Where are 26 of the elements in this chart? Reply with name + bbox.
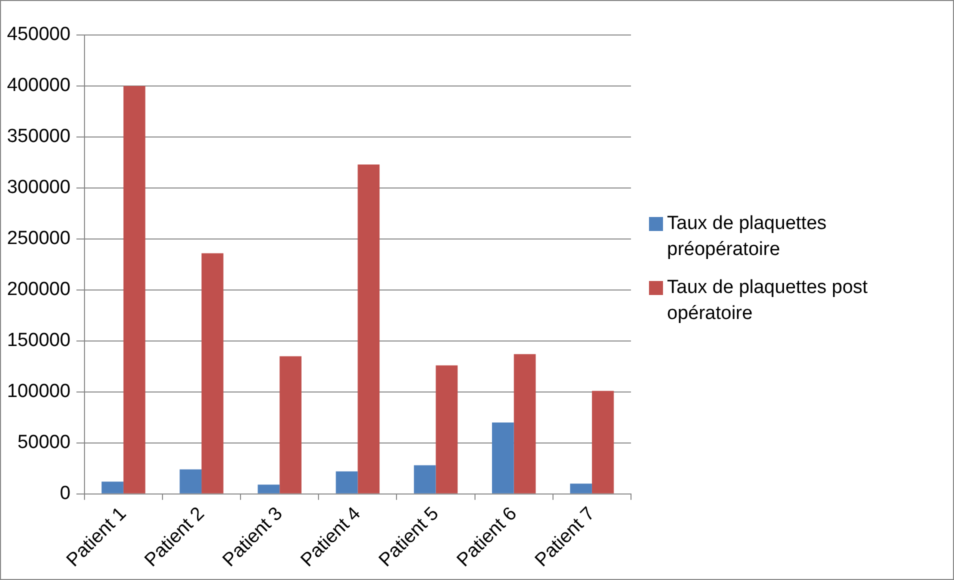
- bar: [570, 484, 592, 494]
- bar: [336, 471, 358, 494]
- y-tick-label: 150000: [6, 330, 70, 352]
- bar: [514, 354, 536, 494]
- bar: [592, 390, 614, 494]
- y-tick-label: 300000: [6, 177, 70, 198]
- legend-label: Taux de plaquettes préopératoire: [667, 212, 828, 262]
- y-tick-label: 350000: [6, 126, 70, 148]
- y-tick-label: 450000: [6, 24, 70, 46]
- bar: [280, 356, 302, 494]
- y-tick-label: 0: [60, 483, 70, 504]
- bar: [492, 422, 514, 494]
- bar: [258, 484, 280, 494]
- y-tick-label: 100000: [6, 381, 70, 402]
- bar: [414, 465, 436, 494]
- bar: [102, 482, 124, 494]
- bar: [123, 86, 146, 494]
- legend-label: Taux de plaquettes post opératoire: [667, 276, 869, 326]
- y-tick-label: 400000: [6, 75, 70, 96]
- y-tick-label: 250000: [6, 228, 70, 250]
- bar: [436, 365, 458, 494]
- bar: [180, 469, 202, 494]
- bar: [358, 164, 380, 494]
- y-tick-label: 200000: [6, 279, 70, 300]
- y-tick-label: 50000: [18, 432, 70, 454]
- bar: [202, 253, 224, 494]
